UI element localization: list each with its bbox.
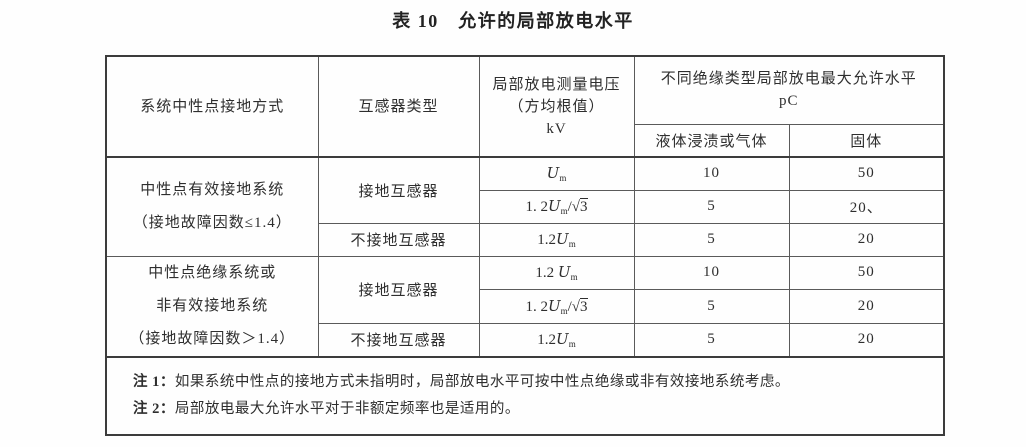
liquid-gas-value: 5 (633, 322, 790, 357)
voltage-cell: 1. 2Um/√3 (478, 289, 635, 324)
voltage-formula: 1. 2Um/√3 (525, 197, 588, 216)
header-row-1: 系统中性点接地方式 互感器类型 局部放电测量电压 （方均根值） kV 不同绝缘类… (105, 55, 945, 158)
voltage-formula: 1. 2Um/√3 (525, 296, 588, 316)
table-row: 不接地互感器 1.2Um 5 20 (106, 222, 945, 257)
voltage-cell: 1.2Um (478, 222, 635, 257)
solid-value: 50 (788, 255, 945, 290)
transformer-type-cell: 接地互感器 (317, 255, 480, 324)
liquid-gas-value: 5 (633, 289, 790, 324)
header-liquid-gas: 液体浸渍或气体 (633, 123, 790, 158)
header-max-pd-line1: 不同绝缘类型局部放电最大允许水平 (660, 71, 917, 88)
note-1: 注 1：如果系统中性点的接地方式未指明时，局部放电水平可按中性点绝缘或非有效接地… (133, 369, 933, 396)
table-row: 1. 2Um/√3 5 20 (106, 289, 945, 324)
solid-value: 20 (788, 322, 945, 357)
header-voltage-line1: 局部放电测量电压 (492, 76, 621, 93)
voltage-cell: 1.2Um (478, 322, 635, 357)
solid-value: 50 (788, 156, 945, 191)
voltage-formula: 1.2Um (537, 230, 576, 249)
header-measurement-voltage: 局部放电测量电压 （方均根值） kV (478, 55, 635, 158)
voltage-formula: 1.2 Um (535, 263, 578, 283)
header-voltage-line2: （方均根值） (508, 98, 605, 115)
group-line: （接地故障因数＞1.4） (129, 330, 296, 347)
table-row: 不接地互感器 1.2Um 5 20 (106, 322, 945, 357)
header-max-pd-unit: pC (779, 93, 799, 110)
header-voltage-unit: kV (546, 120, 567, 137)
solid-value: 20 (788, 222, 945, 257)
group-line: 中性点有效接地系统 (140, 181, 285, 198)
solid-value: 20、 (788, 189, 945, 224)
note-2: 注 2：局部放电最大允许水平对于非额定频率也是适用的。 (133, 396, 933, 423)
header-max-pd-level: 不同绝缘类型局部放电最大允许水平 pC (633, 55, 945, 125)
voltage-formula: Um (546, 164, 567, 184)
group-isolated-neutral: 中性点绝缘系统或 非有效接地系统 （接地故障因数＞1.4） (105, 255, 319, 357)
transformer-type-cell: 不接地互感器 (317, 322, 480, 357)
group-line: （接地故障因数≤1.4） (132, 214, 292, 231)
note-2-text: 局部放电最大允许水平对于非额定频率也是适用的。 (174, 400, 520, 417)
group-line: 非有效接地系统 (156, 297, 269, 314)
table-row: 中性点绝缘系统或 非有效接地系统 （接地故障因数＞1.4） 接地互感器 1.2 … (105, 255, 945, 357)
header-system-grounding: 系统中性点接地方式 (105, 55, 319, 158)
table-row: 中性点有效接地系统 （接地故障因数≤1.4） 接地互感器 Um 10 50 (105, 156, 945, 257)
table-title: 表 10 允许的局部放电水平 (392, 11, 634, 31)
group-effectively-grounded: 中性点有效接地系统 （接地故障因数≤1.4） (105, 156, 319, 257)
voltage-cell: 1.2 Um (478, 255, 635, 290)
header-transformer-type: 互感器类型 (317, 55, 480, 158)
header-solid: 固体 (788, 123, 945, 158)
transformer-type-cell: 不接地互感器 (317, 222, 480, 257)
header-system-grounding-label: 系统中性点接地方式 (140, 98, 285, 115)
partial-discharge-table: 系统中性点接地方式 互感器类型 局部放电测量电压 （方均根值） kV 不同绝缘类… (105, 55, 946, 436)
liquid-gas-value: 5 (633, 189, 790, 224)
note-1-label: 注 1： (133, 373, 175, 390)
note-2-label: 注 2： (133, 400, 175, 417)
group-line: 中性点绝缘系统或 (148, 264, 277, 281)
voltage-cell: Um (478, 156, 635, 191)
voltage-cell: 1. 2Um/√3 (478, 189, 635, 224)
header-transformer-type-label: 互感器类型 (358, 98, 439, 115)
notes-row: 注 1：如果系统中性点的接地方式未指明时，局部放电水平可按中性点绝缘或非有效接地… (105, 355, 945, 435)
liquid-gas-value: 5 (633, 222, 790, 257)
liquid-gas-value: 10 (633, 255, 790, 290)
header-row-2: 液体浸渍或气体 固体 (106, 123, 945, 158)
transformer-type-cell: 接地互感器 (317, 156, 480, 224)
table-notes: 注 1：如果系统中性点的接地方式未指明时，局部放电水平可按中性点绝缘或非有效接地… (105, 355, 945, 435)
voltage-formula: 1.2Um (537, 330, 576, 349)
liquid-gas-value: 10 (633, 156, 790, 191)
note-1-text: 如果系统中性点的接地方式未指明时，局部放电水平可按中性点绝缘或非有效接地系统考虑… (174, 373, 790, 390)
solid-value: 20 (788, 289, 945, 324)
